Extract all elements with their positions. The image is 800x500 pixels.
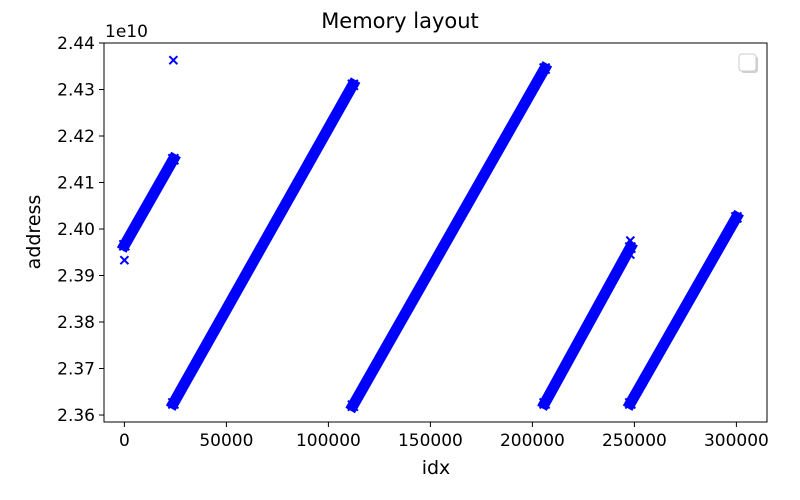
plot-area: 0 50000 100000 150000 200000 250000 300000 2.36…	[57, 34, 769, 451]
segment-end-marker-3	[538, 62, 551, 75]
data-band-2	[165, 77, 361, 411]
x-tick-label: 150000	[398, 431, 463, 451]
segment-start-marker-1	[118, 239, 131, 251]
y-tick-label: 2.44	[57, 34, 95, 54]
segment-start-marker-4	[538, 397, 551, 410]
data-point-1	[119, 255, 130, 265]
y-tick-label: 2.42	[57, 127, 95, 147]
y-tick-label: 2.41	[57, 174, 95, 194]
data-point-2	[168, 55, 179, 65]
segment-end-marker-4	[624, 241, 637, 254]
data-band-5	[622, 209, 744, 411]
segment-start-marker-3	[347, 400, 359, 412]
y-tick-label: 2.40	[57, 220, 95, 240]
data-band-4	[537, 240, 638, 411]
y-tick-label: 2.43	[57, 81, 95, 101]
chart-title: Memory layout	[321, 9, 479, 33]
data-point-3	[625, 235, 636, 246]
y-axis-label: address	[23, 195, 45, 270]
legend-box	[738, 53, 757, 72]
segment-start-marker-2	[167, 397, 180, 410]
x-axis-label: idx	[422, 457, 451, 479]
axes-frame	[103, 42, 768, 423]
x-tick-label: 200000	[500, 431, 565, 451]
x-tick-label: 50000	[199, 431, 253, 451]
y-tick-label: 2.39	[57, 267, 95, 287]
segment-start-marker-5	[624, 397, 637, 410]
x-tick-label: 0	[119, 431, 130, 451]
y-tick-label: 2.36	[57, 406, 95, 426]
data-point-4	[625, 249, 636, 260]
data-band-3	[345, 61, 553, 414]
y-tick-label: 2.38	[57, 313, 95, 333]
y-offset-label: 1e10	[105, 22, 148, 42]
segment-end-marker-5	[730, 211, 743, 224]
x-tick-label: 250000	[602, 431, 667, 451]
series-memory-addresses	[116, 55, 744, 414]
x-tick-label: 100000	[296, 431, 361, 451]
segment-end-marker-2	[347, 79, 359, 91]
x-tick-label: 300000	[704, 431, 769, 451]
y-tick-label: 2.37	[57, 360, 95, 380]
segment-end-marker-1	[167, 153, 180, 165]
data-band-1	[116, 151, 181, 253]
